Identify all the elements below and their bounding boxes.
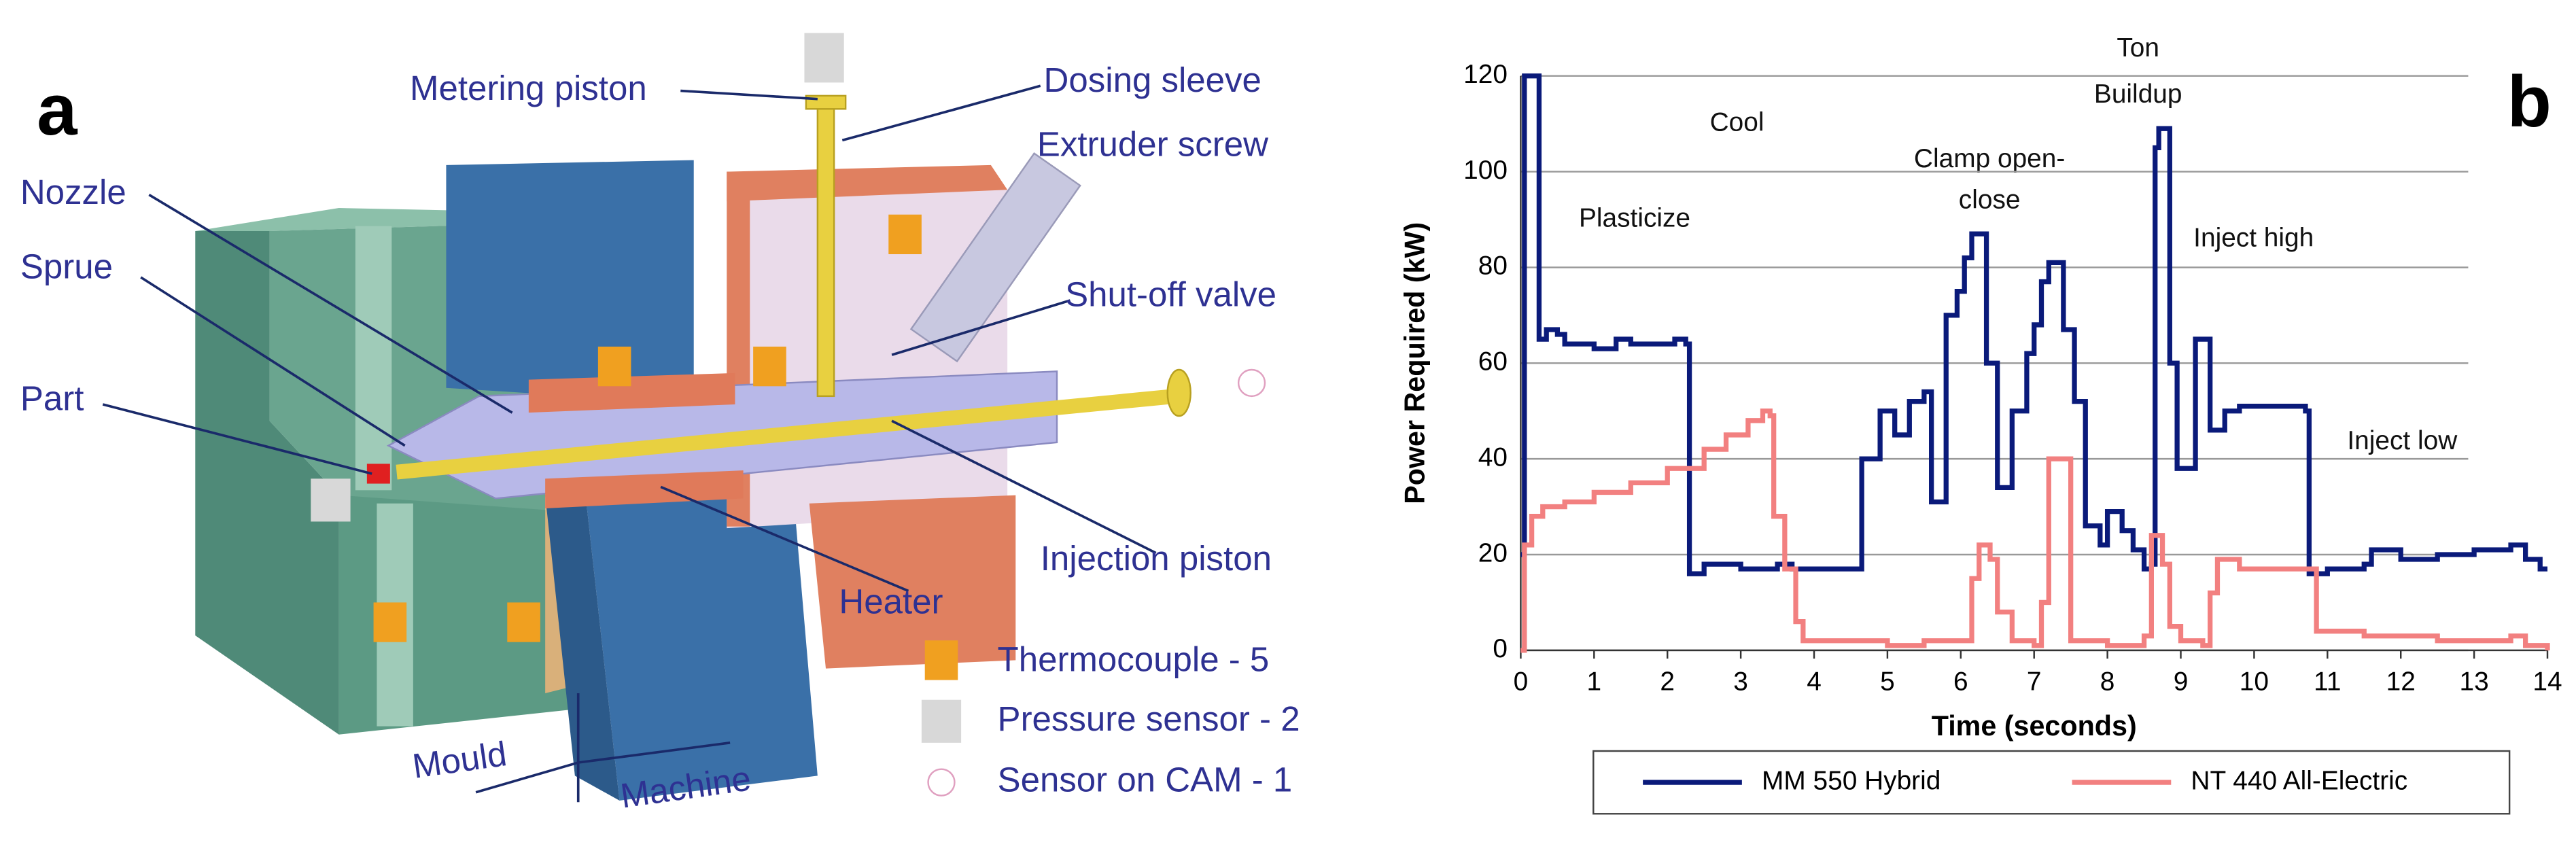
thermocouple-icon [597,347,631,387]
series-line [1520,73,2547,576]
heater-lower [545,470,744,508]
y-tick-label: 120 [1463,60,1508,89]
heater-upper [528,372,735,413]
y-tick-label: 60 [1478,347,1508,377]
leader [660,485,909,593]
platen-top [446,160,694,396]
x-tick-label: 0 [1514,667,1529,697]
thermocouple-icon [753,347,786,387]
x-tick-label: 10 [2240,667,2269,697]
mould-arrow [475,761,579,794]
legend-label: NT 440 All-Electric [2191,766,2407,795]
leader-lines [102,84,1157,803]
panel-label: a [37,69,78,150]
diagram-label: Part [20,379,84,418]
annotation: Buildup [2094,80,2182,109]
annotation: Clamp open- [1914,144,2065,173]
y-tick-label: 100 [1463,156,1508,185]
pressure-sensor-icon [311,478,351,522]
y-tick-label: 0 [1493,634,1508,663]
machine-drawing [102,33,1266,803]
leader [891,299,1071,356]
rod-cap [1166,368,1191,417]
x-tick-label: 5 [1880,667,1895,697]
platen-bottom [586,487,818,801]
annotation: Inject low [2347,426,2458,455]
diagram-label: Shut-off valve [1065,275,1276,314]
y-tick-label: 20 [1478,538,1508,568]
annotation: Cool [1710,107,1764,137]
thermocouple-icon [373,602,407,642]
x-tick-label: 4 [1807,667,1822,697]
screw-body [909,152,1081,363]
legend-label: MM 550 Hybrid [1762,766,1940,795]
y-tick-label: 80 [1478,251,1508,281]
diagram-legend-label: Sensor on CAM - 1 [998,761,1293,799]
x-tick-label: 3 [1733,667,1748,697]
diagram-legend-label: Pressure sensor - 2 [998,699,1300,738]
housing-top [727,164,1008,202]
diagram-label: Heater [839,582,943,621]
mould-strip [355,226,392,491]
mould-front [195,231,339,735]
thermocouple-icon [507,602,540,642]
x-tick-label: 7 [2027,667,2042,697]
annotation: close [1959,186,2021,215]
thermocouple-icon [888,214,922,254]
diagram-label: Dosing sleeve [1044,60,1261,99]
x-axis-label: Time (seconds) [1932,710,2137,741]
annotation: Inject high [2193,223,2314,252]
machine-arrow [578,741,731,764]
series-line [1520,408,2550,653]
platen-side [545,495,620,801]
legend-box [1592,750,2511,815]
leader [102,403,372,475]
heater-block [809,495,1016,669]
x-tick-label: 6 [1953,667,1968,697]
x-tick-label: 13 [2459,667,2488,697]
y-axis-label: Power Required (kW) [1399,222,1430,504]
diagram-label: Injection piston [1041,539,1272,578]
y-tick-label: 40 [1478,442,1508,472]
x-tick-label: 12 [2386,667,2416,697]
legend-pressure-icon [921,699,962,743]
leader [680,89,818,101]
x-tick-label: 8 [2100,667,2115,697]
extruder-screw [909,152,1081,363]
x-tick-label: 14 [2533,667,2562,697]
x-tick-label: 2 [1660,667,1675,697]
x-tick-label: 11 [2314,667,2341,697]
diagram-label: Nozzle [20,173,126,211]
injection-rod [396,388,1177,480]
pressure-sensor-icon [804,33,844,83]
leader [140,276,406,447]
diagram-label: Sprue [20,247,113,285]
annotation: Ton [2117,33,2159,63]
diagram-label: Extruder screw [1037,125,1268,164]
legend-thermocouple-icon [924,640,958,680]
leader [891,419,1157,555]
panel-label: b [2507,60,2552,142]
annotation: Plasticize [1579,203,1690,232]
diagram-legend-label: Thermocouple - 5 [998,640,1270,678]
legend-cam-icon [927,768,956,797]
diagram-label: Mould [410,734,508,786]
x-tick-label: 1 [1587,667,1602,697]
cam-sensor-icon [1237,368,1266,398]
leader [148,194,513,414]
diagram-label: Metering piston [410,69,647,107]
x-tick-label: 9 [2174,667,2189,697]
leader [841,84,1041,142]
metering-rod [816,101,835,398]
